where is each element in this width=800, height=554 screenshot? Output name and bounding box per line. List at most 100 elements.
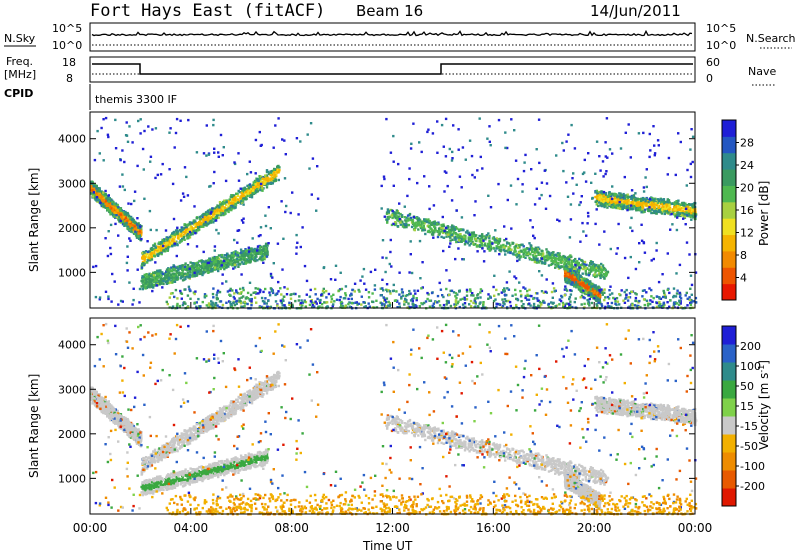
data-cell <box>677 199 680 202</box>
data-cell <box>223 264 226 267</box>
data-cell <box>602 266 606 270</box>
data-cell <box>440 228 443 231</box>
data-cell <box>248 248 251 252</box>
data-cell <box>90 187 93 190</box>
data-cell <box>223 257 226 261</box>
data-cell <box>192 227 195 230</box>
data-cell <box>234 202 237 206</box>
data-cell <box>186 275 189 278</box>
data-cell <box>176 243 179 247</box>
data-cell <box>238 190 242 194</box>
data-cell <box>242 254 245 257</box>
data-cell <box>218 257 221 260</box>
data-cell <box>668 208 671 211</box>
data-cell <box>681 203 685 206</box>
data-cell <box>217 260 220 263</box>
data-cell <box>246 194 249 198</box>
nave-tick-top: 60 <box>706 56 720 69</box>
data-cell <box>203 269 206 272</box>
data-cell <box>540 249 543 252</box>
data-cell <box>599 274 602 277</box>
data-cell <box>606 270 609 274</box>
data-cell <box>267 178 270 181</box>
data-cell <box>545 251 549 254</box>
data-cell <box>474 239 477 242</box>
data-cell <box>206 265 209 268</box>
data-cell <box>150 252 153 255</box>
data-cell <box>169 243 172 246</box>
data-cell <box>597 266 601 269</box>
data-cell <box>399 221 402 224</box>
data-cell <box>148 254 151 257</box>
data-cell <box>141 278 145 281</box>
data-cell <box>129 230 133 233</box>
data-cell <box>469 239 473 242</box>
data-cell <box>621 207 624 211</box>
data-cell <box>171 281 174 284</box>
data-cell <box>552 253 556 257</box>
data-cell <box>582 261 585 264</box>
data-cell <box>262 247 265 251</box>
data-cell <box>457 240 460 243</box>
data-cell <box>626 193 629 196</box>
cpid-label: CPID <box>4 87 33 100</box>
data-cell <box>474 243 477 246</box>
data-cell <box>598 272 601 275</box>
data-cell <box>253 181 257 184</box>
data-cell <box>174 233 177 236</box>
data-cell <box>90 184 93 188</box>
data-cell <box>172 274 176 278</box>
data-cell <box>146 283 149 286</box>
data-cell <box>159 244 163 248</box>
data-cell <box>445 235 448 238</box>
data-cell <box>457 229 461 233</box>
data-cell <box>407 219 410 222</box>
data-cell <box>583 260 587 264</box>
data-cell <box>405 216 408 219</box>
noise-sky-trace <box>91 29 693 37</box>
data-cell <box>526 247 529 250</box>
data-cell <box>186 237 189 240</box>
data-cell <box>256 190 259 193</box>
data-cell <box>254 255 257 259</box>
data-cell <box>151 275 154 278</box>
data-cell <box>124 216 128 220</box>
data-cell <box>221 210 225 213</box>
data-cell <box>599 271 602 274</box>
data-cell <box>163 239 166 243</box>
data-cell <box>156 249 159 252</box>
data-cell <box>107 200 111 203</box>
data-cell <box>530 248 533 251</box>
data-cell <box>437 223 440 226</box>
data-cell <box>220 211 223 215</box>
data-cell <box>209 208 212 211</box>
data-cell <box>186 232 190 236</box>
data-cell <box>452 231 455 234</box>
data-cell <box>117 216 120 219</box>
data-cell <box>211 268 214 271</box>
data-cell <box>253 249 256 253</box>
data-cell <box>156 269 159 272</box>
data-cell <box>266 182 269 185</box>
data-cell <box>467 236 470 239</box>
data-cell <box>627 199 630 202</box>
data-cell <box>521 243 524 246</box>
data-cell <box>172 235 176 239</box>
data-cell <box>462 228 465 232</box>
data-cell <box>404 219 407 222</box>
data-cell <box>266 244 269 247</box>
data-cell <box>173 279 176 283</box>
data-cell <box>489 242 492 246</box>
data-cell <box>156 272 160 275</box>
data-cell <box>224 212 227 215</box>
data-cell <box>134 221 137 224</box>
data-cell <box>166 274 170 277</box>
data-cell <box>193 266 196 269</box>
data-cell <box>235 254 238 257</box>
data-cell <box>159 271 162 275</box>
data-cell <box>249 187 253 191</box>
data-cell <box>143 251 146 254</box>
data-cell <box>105 199 108 202</box>
data-cell <box>159 278 162 281</box>
data-cell <box>232 203 235 207</box>
